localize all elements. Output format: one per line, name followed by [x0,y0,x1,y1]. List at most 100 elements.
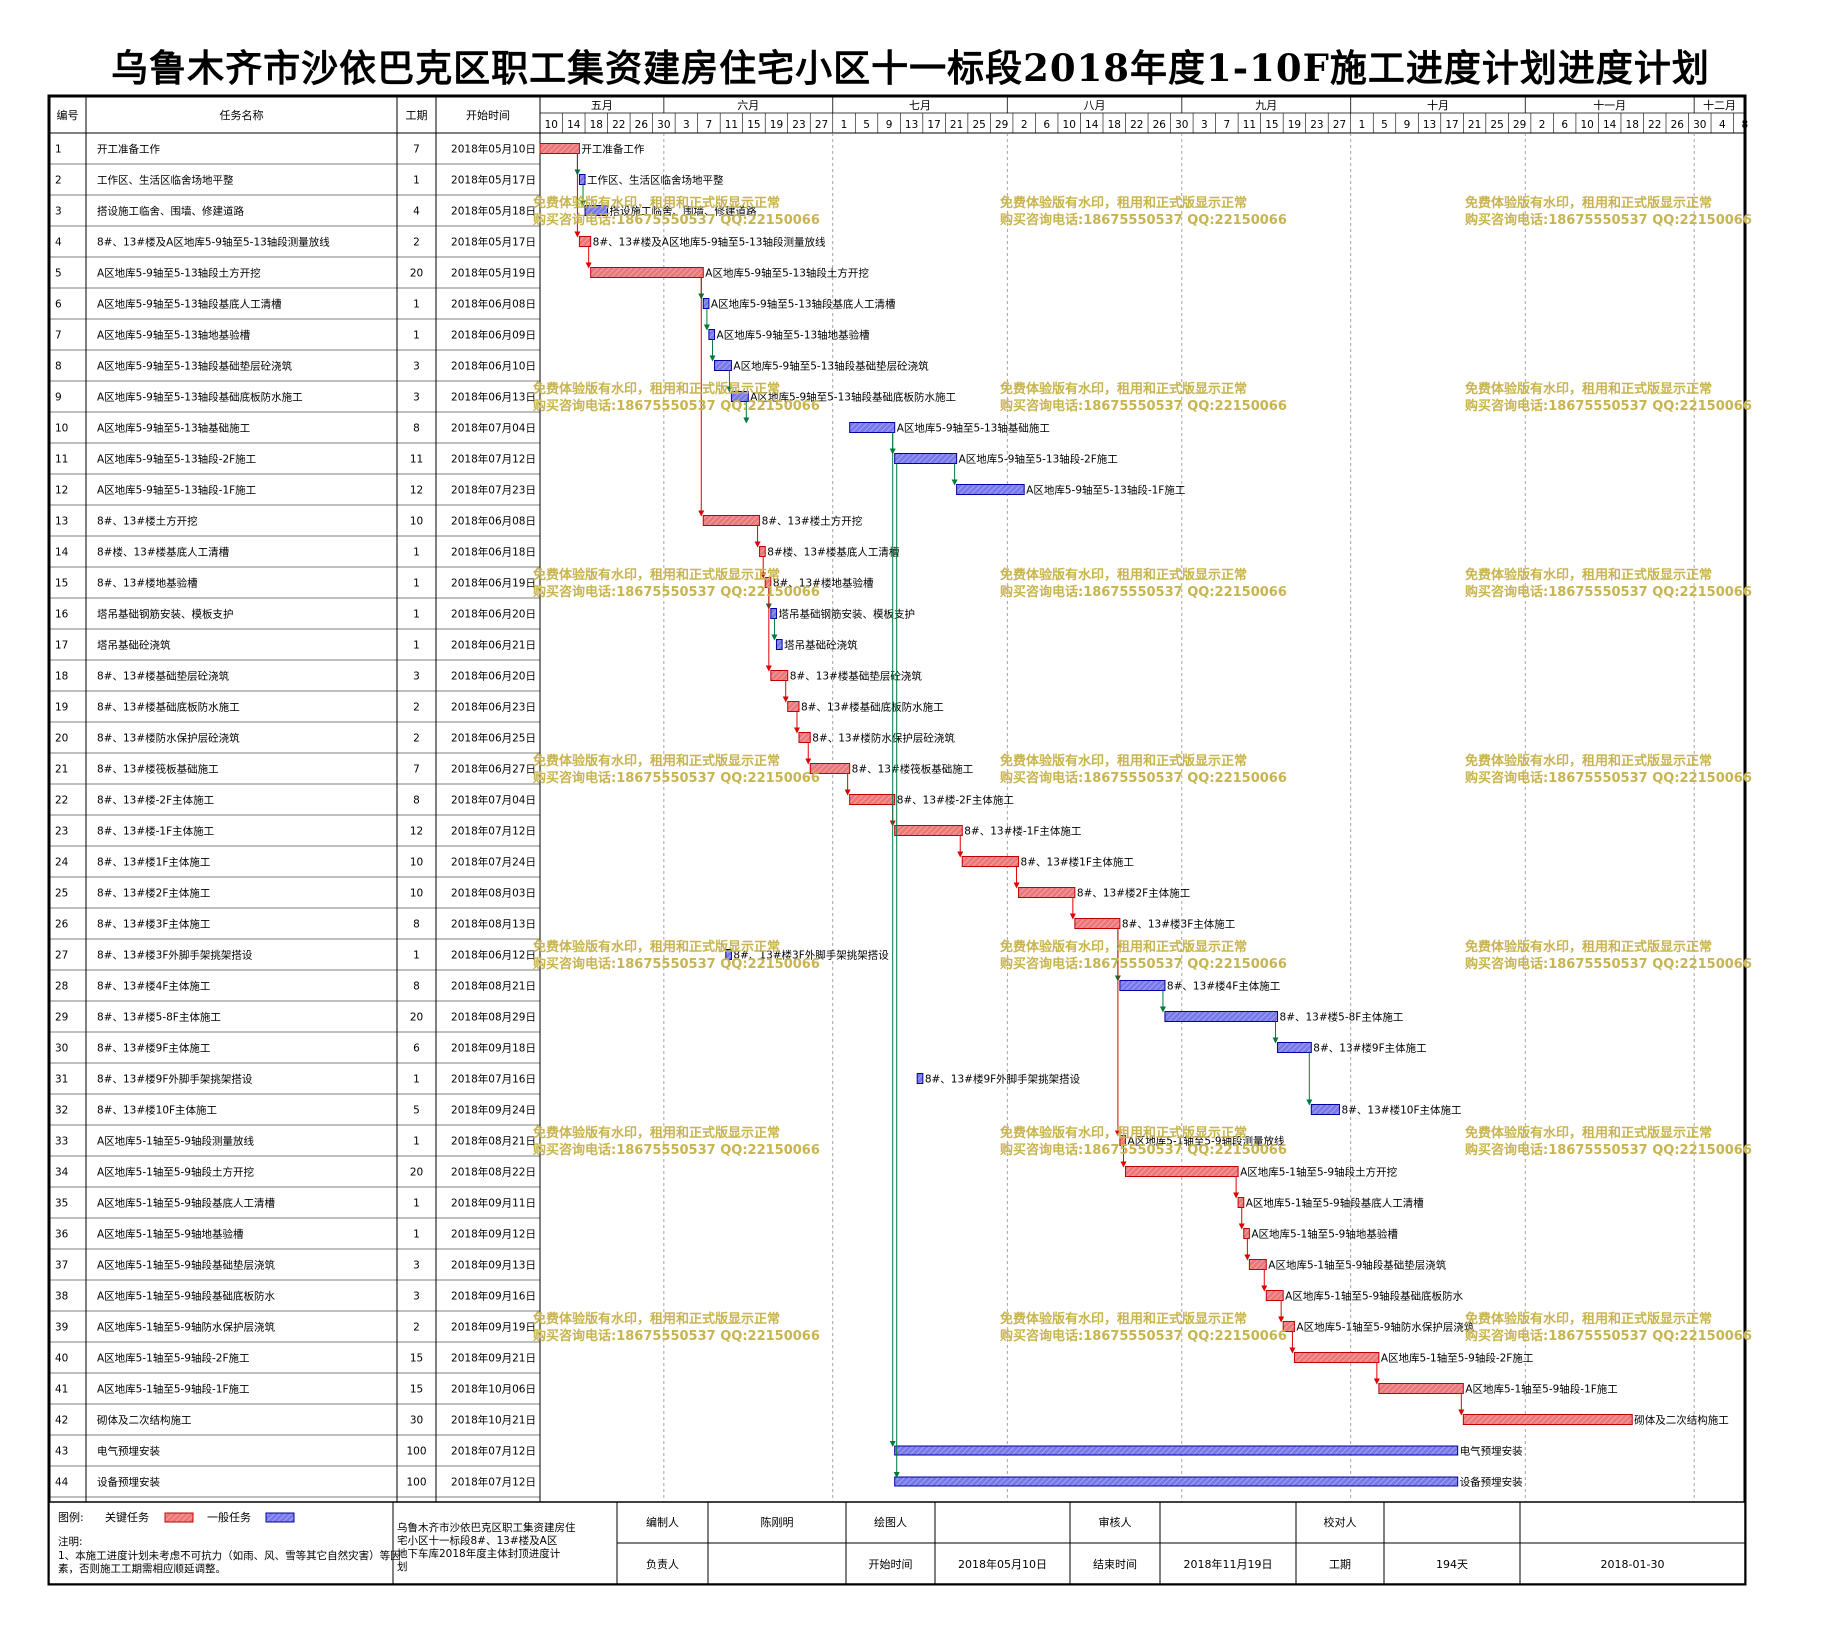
watermark-line2: 购买咨询电话:18675550537 QQ:22150066 [1465,1142,1752,1158]
bar-label: 8#、13#楼10F主体施工 [1341,1104,1461,1117]
column-header-name: 任务名称 [220,108,264,122]
task-duration: 1 [413,640,420,652]
task-id: 37 [55,1260,68,1272]
tick-label: 2 [1539,119,1546,131]
task-start: 2018年08月21日 [451,980,536,993]
bar-label: 8#、13#楼土方开挖 [762,515,863,528]
task-duration: 15 [410,1384,423,1396]
task-id: 17 [55,640,68,652]
task-id: 40 [55,1353,68,1365]
task-start: 2018年09月11日 [451,1197,536,1210]
watermark-line2: 购买咨询电话:18675550537 QQ:22150066 [533,770,820,786]
task-start: 2018年10月06日 [451,1383,536,1396]
task-id: 20 [55,733,68,745]
bar-label: 8#、13#楼基础垫层砼浇筑 [790,670,923,683]
tick-label: 25 [972,119,985,131]
watermark-line1: 免费体验版有水印，租用和正式版显示正常 [1465,567,1712,583]
task-duration: 1 [413,299,420,311]
tick-label: 6 [1561,119,1568,131]
date-value: 2018-01-30 [1601,1558,1665,1571]
task-id: 26 [55,919,69,931]
task-name: A区地库5-1轴至5-9轴防水保护层浇筑 [97,1321,275,1334]
critical-task-bar [770,670,789,681]
task-start: 2018年06月20日 [451,670,536,683]
task-name: A区地库5-9轴至5-13轴基础施工 [97,422,250,435]
reviewed-label: 审核人 [1099,1515,1132,1529]
critical-task-bar [809,763,851,774]
watermark-line2: 购买咨询电话:18675550537 QQ:22150066 [1000,212,1287,228]
compiled-label: 编制人 [646,1515,679,1529]
task-id: 19 [55,702,68,714]
task-name: 搭设施工临舍、围墙、修建道路 [97,205,244,218]
tick-label: 5 [1381,119,1388,131]
normal-task-bar [894,1445,1459,1456]
task-name: 工作区、生活区临舍场地平整 [97,174,234,187]
task-name: 8#、13#楼3F主体施工 [97,918,210,931]
task-name: 8#、13#楼-2F主体施工 [97,794,214,807]
tick-label: 18 [1626,119,1639,131]
bar-label: 8#、13#楼2F主体施工 [1077,887,1190,900]
bar-label: A区地库5-1轴至5-9轴地基验槽 [1251,1228,1398,1241]
task-name: A区地库5-9轴至5-13轴段土方开挖 [97,267,261,280]
column-header-start: 开始时间 [466,108,510,122]
tick-label: 26 [1153,119,1167,131]
tick-label: 1 [841,119,848,131]
task-name: A区地库5-9轴至5-13轴段基础垫层砼浇筑 [97,360,293,373]
task-duration: 15 [410,1353,423,1365]
task-name: A区地库5-9轴至5-13轴段基底人工清槽 [97,298,282,311]
bar-label: 8#、13#楼5-8F主体施工 [1280,1011,1404,1024]
normal-task-bar [1119,980,1166,991]
bar-label: 8#、13#楼地基验槽 [773,577,874,590]
task-name: 电气预埋安装 [97,1445,160,1458]
task-duration: 3 [413,671,420,683]
normal-task-bar [725,949,732,960]
start-label: 开始时间 [869,1557,913,1571]
tick-label: 27 [1333,119,1346,131]
watermark-line2: 购买咨询电话:18675550537 QQ:22150066 [1000,956,1287,972]
task-start: 2018年07月04日 [451,794,536,807]
footer [48,1501,1746,1585]
tick-label: 14 [567,119,581,131]
critical-task-bar [1462,1414,1633,1425]
bar-label: 8#、13#楼1F主体施工 [1021,856,1134,869]
watermark-line1: 免费体验版有水印，租用和正式版显示正常 [1465,195,1712,211]
critical-task-bar [1378,1383,1464,1394]
tick-label: 11 [1243,119,1256,131]
watermark-line1: 免费体验版有水印，租用和正式版显示正常 [1000,753,1247,769]
watermark-line1: 免费体验版有水印，租用和正式版显示正常 [1000,381,1247,397]
end-value: 2018年11月19日 [1184,1557,1273,1571]
watermark-line2: 购买咨询电话:18675550537 QQ:22150066 [1465,770,1752,786]
watermark-line2: 购买咨询电话:18675550537 QQ:22150066 [1465,584,1752,600]
task-duration: 100 [406,1446,426,1458]
critical-task-bar [764,577,772,588]
task-duration: 12 [410,826,423,838]
watermark-line1: 免费体验版有水印，租用和正式版显示正常 [1000,1125,1247,1141]
task-name: A区地库5-1轴至5-9轴地基验槽 [97,1228,244,1241]
legend-critical-label: 关键任务 [105,1510,149,1524]
watermark-line1: 免费体验版有水印，租用和正式版显示正常 [533,381,780,397]
tick-label: 13 [1423,119,1436,131]
task-name: 设备预埋安装 [97,1476,160,1489]
task-id: 33 [55,1136,68,1148]
tick-label: 23 [1310,119,1323,131]
watermark-line1: 免费体验版有水印，租用和正式版显示正常 [533,1125,780,1141]
task-id: 5 [55,268,62,280]
critical-task-bar [849,794,896,805]
bar-label: A区地库5-1轴至5-9轴段基础垫层浇筑 [1268,1259,1446,1272]
task-name: 8#、13#楼土方开挖 [97,515,198,528]
bar-label: A区地库5-9轴至5-13轴段-2F施工 [959,453,1118,466]
column-header-duration: 工期 [406,109,428,122]
task-name: A区地库5-1轴至5-9轴段-1F施工 [97,1383,250,1396]
watermark-line1: 免费体验版有水印，租用和正式版显示正常 [533,1311,780,1327]
task-start: 2018年06月23日 [451,701,536,714]
bar-label: 塔吊基础砼浇筑 [784,639,858,652]
task-duration: 6 [413,1043,420,1055]
critical-task-bar [1125,1166,1239,1177]
task-duration: 10 [410,857,423,869]
task-name: A区地库5-1轴至5-9轴段基底人工清槽 [97,1197,275,1210]
watermark-line1: 免费体验版有水印，租用和正式版显示正常 [533,753,780,769]
bar-label: 8#、13#楼3F外脚手架挑架搭设 [733,949,889,962]
task-start: 2018年06月19日 [451,577,536,590]
task-name: A区地库5-1轴至5-9轴段基础底板防水 [97,1290,275,1303]
normal-task-bar [1310,1104,1340,1115]
